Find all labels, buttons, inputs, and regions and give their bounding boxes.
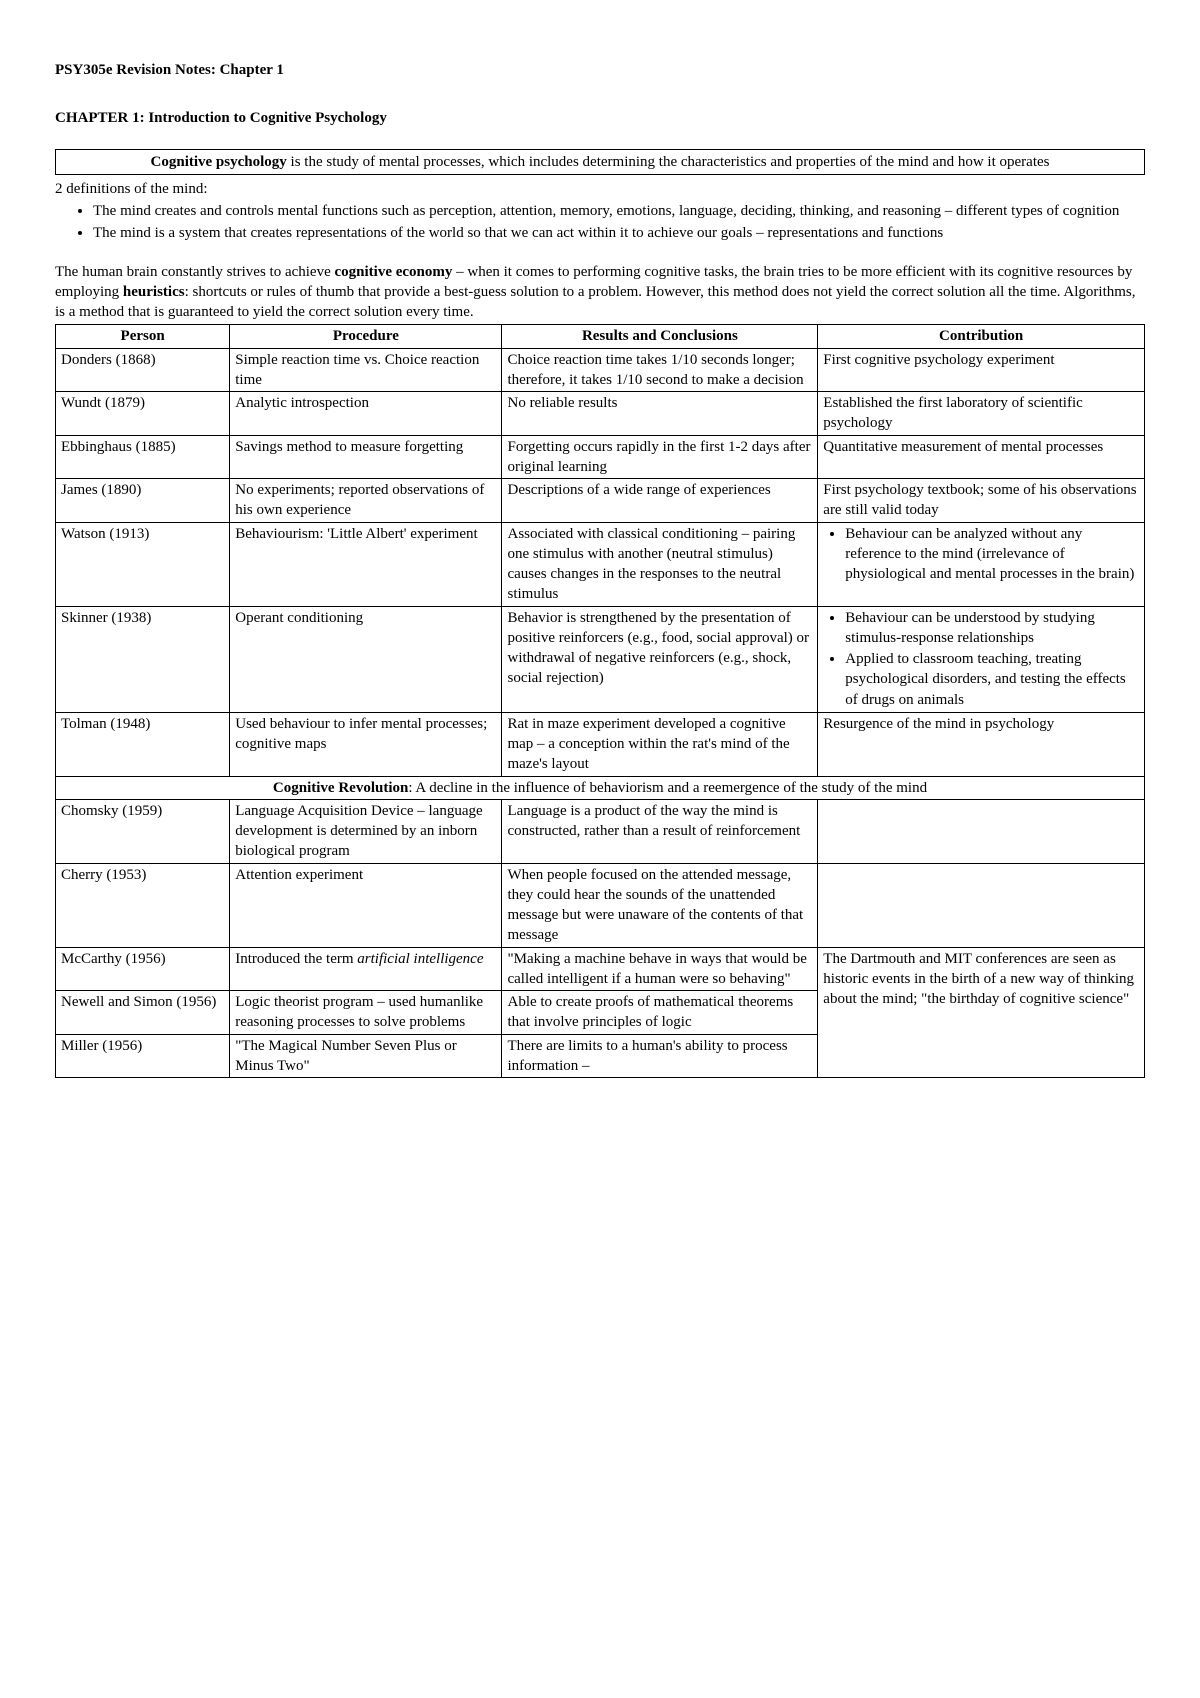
table-row: Ebbinghaus (1885) Savings method to meas… <box>56 435 1145 479</box>
cell-person: Ebbinghaus (1885) <box>56 435 230 479</box>
list-item: Behaviour can be analyzed without any re… <box>845 524 1139 585</box>
table-header-results: Results and Conclusions <box>502 325 818 348</box>
cell-results: Forgetting occurs rapidly in the first 1… <box>502 435 818 479</box>
cell-procedure: Simple reaction time vs. Choice reaction… <box>230 348 502 392</box>
cell-procedure: Operant conditioning <box>230 606 502 712</box>
table-row: Tolman (1948) Used behaviour to infer me… <box>56 712 1145 776</box>
history-table: Person Procedure Results and Conclusions… <box>55 324 1145 1078</box>
cell-person: Donders (1868) <box>56 348 230 392</box>
cell-contribution: Behaviour can be understood by studying … <box>818 606 1145 712</box>
definition-box: Cognitive psychology is the study of men… <box>55 149 1145 175</box>
cell-contribution: Quantitative measurement of mental proce… <box>818 435 1145 479</box>
cell-contribution <box>818 799 1145 863</box>
cell-person: Miller (1956) <box>56 1034 230 1078</box>
cell-procedure: No experiments; reported observations of… <box>230 479 502 523</box>
cell-results: Able to create proofs of mathematical th… <box>502 991 818 1035</box>
span-cell: Cognitive Revolution: A decline in the i… <box>56 776 1145 799</box>
text: : shortcuts or rules of thumb that provi… <box>55 284 1136 320</box>
table-row: Cherry (1953) Attention experiment When … <box>56 863 1145 947</box>
cell-contribution: First psychology textbook; some of his o… <box>818 479 1145 523</box>
cell-results: "Making a machine behave in ways that wo… <box>502 947 818 991</box>
table-row: Watson (1913) Behaviourism: 'Little Albe… <box>56 522 1145 606</box>
table-header-contribution: Contribution <box>818 325 1145 348</box>
cognitive-economy-paragraph: The human brain constantly strives to ac… <box>55 262 1145 323</box>
list-item: Behaviour can be understood by studying … <box>845 608 1139 649</box>
text: The human brain constantly strives to ac… <box>55 264 335 280</box>
table-row: Wundt (1879) Analytic introspection No r… <box>56 392 1145 436</box>
table-row: Skinner (1938) Operant conditioning Beha… <box>56 606 1145 712</box>
cell-results: No reliable results <box>502 392 818 436</box>
cell-person: Skinner (1938) <box>56 606 230 712</box>
definitions-intro: 2 definitions of the mind: <box>55 179 1145 199</box>
table-row: Donders (1868) Simple reaction time vs. … <box>56 348 1145 392</box>
cell-procedure: Language Acquisition Device – language d… <box>230 799 502 863</box>
cell-person: Wundt (1879) <box>56 392 230 436</box>
list-item: The mind creates and controls mental fun… <box>93 201 1145 221</box>
cell-procedure: Analytic introspection <box>230 392 502 436</box>
bold-term: heuristics <box>123 284 185 300</box>
definition-text: is the study of mental processes, which … <box>287 154 1050 170</box>
cell-person: Cherry (1953) <box>56 863 230 947</box>
bold-term: cognitive economy <box>335 264 453 280</box>
cell-person: McCarthy (1956) <box>56 947 230 991</box>
definition-term: Cognitive psychology <box>151 154 287 170</box>
cell-person: James (1890) <box>56 479 230 523</box>
cell-results: Behavior is strengthened by the presenta… <box>502 606 818 712</box>
italic-term: artificial intelligence <box>357 951 483 967</box>
text: Introduced the term <box>235 951 357 967</box>
cell-procedure: Savings method to measure forgetting <box>230 435 502 479</box>
table-row: James (1890) No experiments; reported ob… <box>56 479 1145 523</box>
page-header: PSY305e Revision Notes: Chapter 1 <box>55 60 1145 80</box>
cell-procedure: "The Magical Number Seven Plus or Minus … <box>230 1034 502 1078</box>
definitions-list: The mind creates and controls mental fun… <box>55 201 1145 244</box>
table-header-person: Person <box>56 325 230 348</box>
list-item: The mind is a system that creates repres… <box>93 223 1145 243</box>
cell-contribution: Established the first laboratory of scie… <box>818 392 1145 436</box>
cell-results: When people focused on the attended mess… <box>502 863 818 947</box>
cell-person: Tolman (1948) <box>56 712 230 776</box>
cell-results: There are limits to a human's ability to… <box>502 1034 818 1078</box>
cell-contribution: Resurgence of the mind in psychology <box>818 712 1145 776</box>
table-header-procedure: Procedure <box>230 325 502 348</box>
list-item: Applied to classroom teaching, treating … <box>845 649 1139 710</box>
chapter-title: CHAPTER 1: Introduction to Cognitive Psy… <box>55 108 1145 128</box>
cell-contribution: Behaviour can be analyzed without any re… <box>818 522 1145 606</box>
cell-person: Chomsky (1959) <box>56 799 230 863</box>
cell-contribution <box>818 863 1145 947</box>
cell-procedure: Logic theorist program – used humanlike … <box>230 991 502 1035</box>
cell-procedure: Attention experiment <box>230 863 502 947</box>
cell-results: Associated with classical conditioning –… <box>502 522 818 606</box>
cell-results: Language is a product of the way the min… <box>502 799 818 863</box>
cell-contribution: First cognitive psychology experiment <box>818 348 1145 392</box>
cell-person: Newell and Simon (1956) <box>56 991 230 1035</box>
cell-results: Choice reaction time takes 1/10 seconds … <box>502 348 818 392</box>
cell-results: Descriptions of a wide range of experien… <box>502 479 818 523</box>
table-row: McCarthy (1956) Introduced the term arti… <box>56 947 1145 991</box>
cell-procedure: Introduced the term artificial intellige… <box>230 947 502 991</box>
cognitive-revolution-row: Cognitive Revolution: A decline in the i… <box>56 776 1145 799</box>
cell-procedure: Behaviourism: 'Little Albert' experiment <box>230 522 502 606</box>
bold-term: Cognitive Revolution <box>273 780 408 796</box>
cell-contribution: The Dartmouth and MIT conferences are se… <box>818 947 1145 1078</box>
cell-person: Watson (1913) <box>56 522 230 606</box>
table-row: Chomsky (1959) Language Acquisition Devi… <box>56 799 1145 863</box>
cell-results: Rat in maze experiment developed a cogni… <box>502 712 818 776</box>
cell-procedure: Used behaviour to infer mental processes… <box>230 712 502 776</box>
text: : A decline in the influence of behavior… <box>408 780 927 796</box>
